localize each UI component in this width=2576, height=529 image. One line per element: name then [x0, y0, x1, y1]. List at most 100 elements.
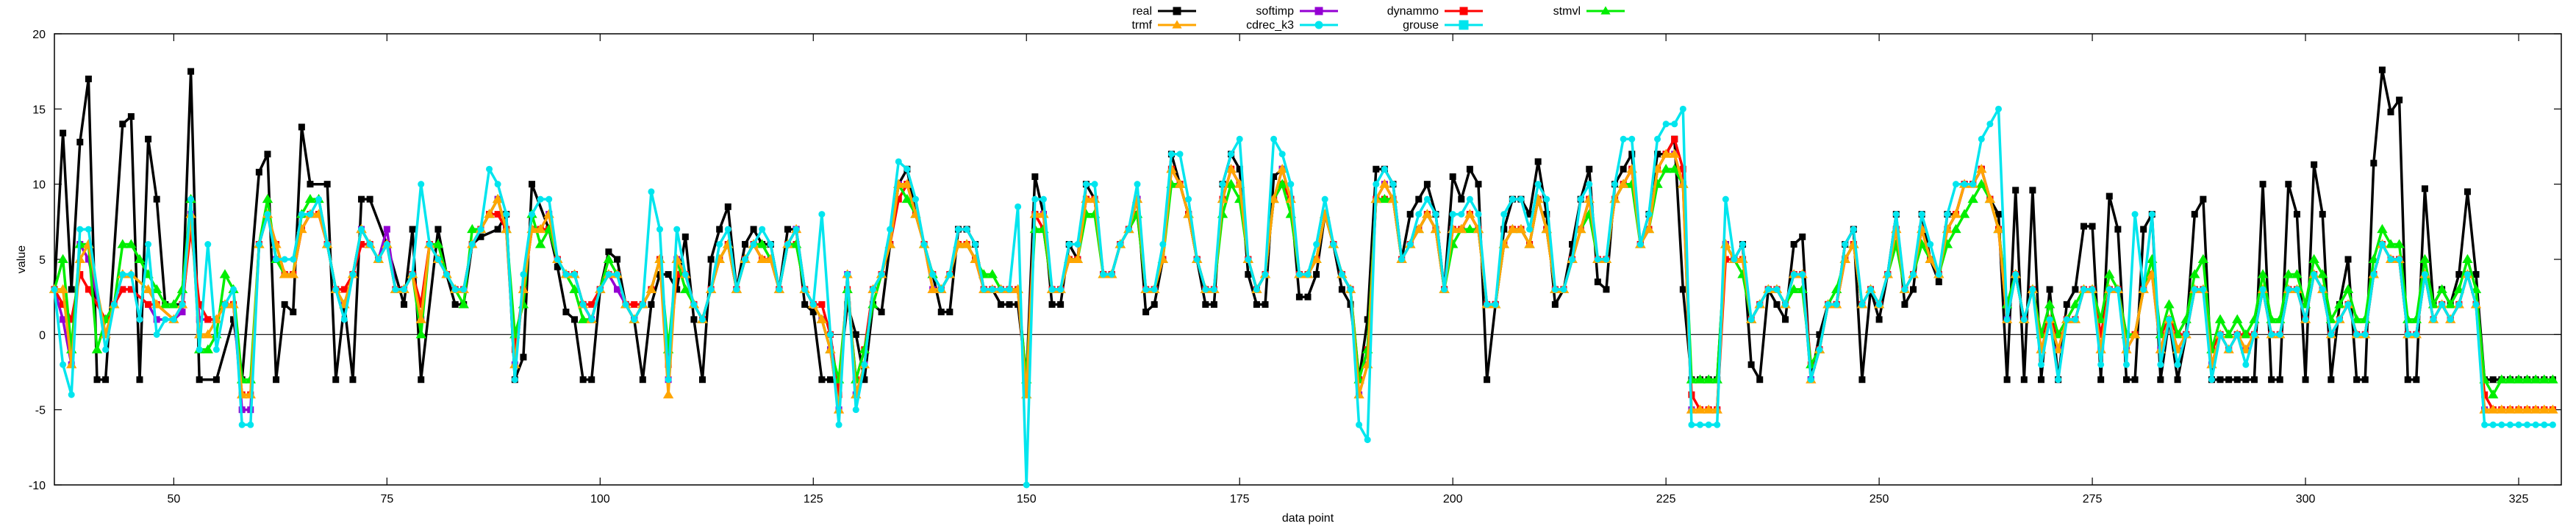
data-point-real	[1338, 286, 1345, 293]
data-point-cdrec_k3	[2302, 316, 2309, 323]
data-point-real	[1423, 181, 1431, 188]
data-point-real	[366, 195, 373, 203]
data-point-real	[741, 241, 748, 248]
legend-item-stmvl: stmvl	[1553, 5, 1625, 18]
data-point-cdrec_k3	[1219, 181, 1226, 188]
data-point-stmvl	[756, 239, 768, 248]
data-point-real	[196, 376, 203, 384]
data-point-cdrec_k3	[2191, 286, 2198, 293]
data-point-softimp	[383, 226, 390, 233]
data-point-stmvl	[262, 193, 273, 204]
data-point-cdrec_k3	[1867, 286, 1875, 293]
data-point-real	[784, 226, 791, 233]
data-point-stmvl	[2394, 239, 2405, 248]
legend-marker	[1314, 21, 1323, 29]
data-point-cdrec_k3	[2072, 316, 2079, 323]
plot-frame	[54, 33, 2562, 486]
data-point-cdrec_k3	[1117, 241, 1124, 248]
data-point-cdrec_k3	[818, 211, 826, 218]
data-point-trmf	[756, 253, 768, 264]
data-point-real	[2302, 376, 2309, 384]
data-point-trmf	[1695, 404, 1706, 414]
data-point-cdrec_k3	[1449, 211, 1456, 218]
data-point-stmvl	[304, 193, 316, 204]
data-point-cdrec_k3	[1193, 256, 1201, 263]
data-point-stmvl	[569, 284, 580, 293]
data-point-real	[2268, 376, 2275, 384]
data-point-dynammo	[145, 301, 152, 308]
data-point-cdrec_k3	[2148, 211, 2155, 218]
data-point-stmvl	[432, 239, 444, 248]
data-point-real	[2353, 376, 2361, 384]
data-point-cdrec_k3	[1825, 301, 1832, 308]
data-point-cdrec_k3	[1517, 195, 1525, 203]
data-point-cdrec_k3	[665, 376, 672, 384]
data-point-cdrec_k3	[1679, 105, 1686, 112]
x-tick-label: 175	[1230, 493, 1250, 505]
data-point-cdrec_k3	[349, 270, 357, 278]
data-point-cdrec_k3	[2020, 316, 2028, 323]
data-point-real	[2319, 211, 2326, 218]
data-point-dynammo	[631, 301, 638, 308]
data-point-stmvl	[1277, 179, 1288, 188]
data-point-cdrec_k3	[648, 188, 655, 195]
data-point-real	[1210, 301, 1217, 308]
data-point-cdrec_k3	[358, 226, 365, 233]
data-point-cdrec_k3	[1850, 226, 1857, 233]
data-point-cdrec_k3	[2105, 286, 2113, 293]
axes-and-ticks: -10 -5 0 5 10 15 20 50 75 100 125 150 175 200 225 250 27…	[29, 29, 2562, 505]
data-point-cdrec_k3	[375, 256, 382, 263]
data-point-cdrec_k3	[1603, 256, 1610, 263]
data-point-cdrec_k3	[340, 316, 348, 323]
x-tick-label: 125	[804, 493, 823, 505]
data-point-trmf	[287, 269, 298, 278]
data-point-cdrec_k3	[2319, 286, 2326, 293]
data-point-cdrec_k3	[1594, 256, 1601, 263]
data-point-real	[1773, 301, 1781, 308]
legend-label: grouse	[1403, 19, 1439, 32]
data-point-real	[1790, 241, 1797, 248]
data-point-stmvl	[467, 223, 478, 234]
data-point-real	[2080, 223, 2087, 230]
data-point-trmf	[1669, 148, 1680, 158]
data-point-real	[2311, 161, 2318, 168]
data-point-real	[724, 203, 731, 210]
data-point-real	[1253, 301, 1260, 308]
data-point-cdrec_k3	[1134, 181, 1141, 188]
data-point-cdrec_k3	[588, 316, 595, 323]
legend-marker	[1600, 6, 1611, 15]
data-point-cdrec_k3	[989, 286, 996, 293]
data-point-trmf	[1617, 179, 1629, 188]
data-point-cdrec_k3	[2370, 270, 2378, 278]
data-point-real	[2293, 211, 2300, 218]
data-point-trmf	[1226, 164, 1237, 173]
data-point-stmvl	[2291, 269, 2303, 278]
data-point-cdrec_k3	[1560, 286, 1567, 293]
data-point-real	[1262, 301, 1269, 308]
data-point-cdrec_k3	[2157, 361, 2164, 368]
data-point-real	[1031, 173, 1039, 180]
data-point-cdrec_k3	[2114, 286, 2122, 293]
legend-label: dynammo	[1387, 5, 1439, 18]
data-point-real	[409, 226, 416, 233]
data-point-real	[2259, 181, 2266, 188]
data-point-stmvl	[2317, 269, 2328, 278]
data-point-real	[614, 256, 621, 263]
data-point-real	[145, 135, 152, 143]
data-point-cdrec_k3	[2481, 421, 2489, 428]
data-point-cdrec_k3	[2131, 211, 2139, 218]
data-point-cdrec_k3	[68, 391, 75, 398]
data-point-cdrec_k3	[401, 286, 408, 293]
data-point-cdrec_k3	[85, 226, 92, 233]
data-point-real	[76, 138, 84, 145]
data-point-cdrec_k3	[451, 286, 459, 293]
data-point-cdrec_k3	[2549, 421, 2556, 428]
data-point-real	[562, 309, 570, 316]
data-point-real	[1756, 376, 1764, 384]
data-point-cdrec_k3	[887, 226, 894, 233]
data-point-cdrec_k3	[2225, 346, 2233, 353]
data-point-real	[451, 301, 459, 308]
data-point-real	[1484, 376, 1491, 384]
data-point-trmf	[1277, 164, 1288, 173]
legend-marker	[1459, 7, 1468, 15]
